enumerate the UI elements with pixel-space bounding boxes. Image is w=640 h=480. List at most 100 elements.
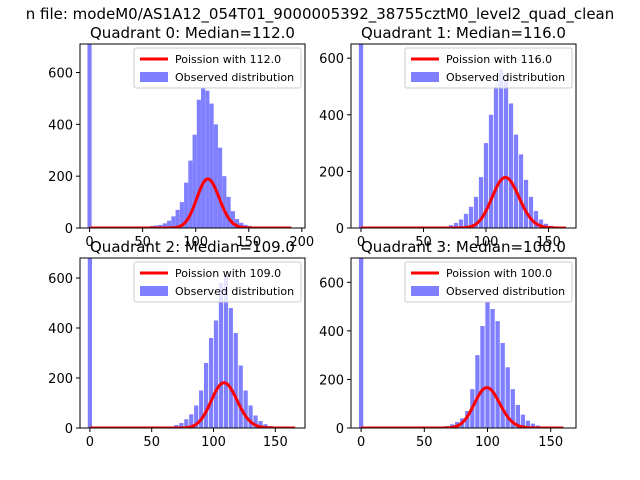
y-tick-label: 0 — [336, 222, 344, 237]
histogram-bar — [230, 211, 235, 228]
histogram-bar — [520, 414, 526, 428]
histogram-bar — [258, 421, 263, 428]
legend-hist-label: Observed distribution — [446, 285, 565, 298]
legend-hist-label: Observed distribution — [446, 71, 565, 84]
histogram-bar — [162, 223, 167, 228]
histogram-bar — [510, 389, 515, 428]
histogram-bar — [495, 321, 500, 428]
y-tick-label: 200 — [48, 170, 73, 185]
quadrant-2-axes-frame — [79, 257, 306, 429]
x-tick-label: 150 — [536, 235, 561, 250]
legend-hist-swatch — [411, 72, 439, 82]
histogram-bar — [171, 216, 176, 228]
histogram-bar — [188, 160, 193, 228]
y-tick-label: 200 — [319, 165, 344, 180]
quadrant-1-panel: 0 50 100 150 0 200 400 600 Quadrant 1: Median=11… — [319, 24, 577, 250]
histogram-bar — [228, 308, 233, 428]
x-tick-label: 50 — [143, 435, 160, 450]
histogram-bar — [533, 211, 539, 228]
histogram-bar — [493, 86, 499, 228]
histogram-bar — [453, 222, 459, 228]
histogram-bar — [528, 196, 534, 228]
y-tick-label: 600 — [319, 276, 344, 291]
legend-fit-label: Poission with 100.0 — [446, 267, 552, 280]
quadrant-0-axes-frame — [79, 43, 306, 229]
histogram-bar — [175, 209, 180, 228]
histogram-bar — [192, 134, 197, 228]
legend-fit-label: Poission with 112.0 — [175, 53, 281, 66]
x-tick-label: 150 — [236, 235, 261, 250]
figure-suptitle: n file: modeM0/AS1A12_054T01_9000005392_… — [26, 5, 615, 24]
histogram-bar — [518, 154, 524, 228]
histogram-bar — [194, 405, 199, 428]
y-tick-label: 400 — [48, 118, 73, 133]
histogram-bar — [248, 405, 253, 428]
histogram-bar — [515, 404, 521, 428]
histogram-bar — [205, 90, 210, 228]
histogram-bar — [209, 103, 214, 228]
histogram-bar — [203, 363, 209, 428]
histogram-bar — [498, 69, 504, 228]
histogram-bar — [238, 365, 243, 428]
histogram-bar — [525, 420, 531, 428]
quadrant-2-panel: 0 50 100 150 0 200 400 600 Quadrant 2: Median=10… — [48, 238, 306, 450]
y-tick-label: 400 — [319, 325, 344, 340]
y-tick-label: 400 — [319, 109, 344, 124]
x-tick-label: 100 — [201, 435, 226, 450]
histogram-bar — [505, 367, 510, 428]
histogram-bar — [483, 143, 489, 228]
histogram-bar — [358, 44, 364, 228]
histogram-bar — [201, 88, 206, 228]
legend-hist-swatch — [140, 72, 168, 82]
y-tick-label: 0 — [65, 422, 73, 437]
histogram-bar — [513, 134, 519, 228]
legend-hist-label: Observed distribution — [175, 71, 294, 84]
legend-box — [404, 47, 573, 89]
x-tick-label: 0 — [85, 235, 93, 250]
histogram-bar — [87, 44, 92, 228]
x-tick-label: 50 — [416, 435, 433, 450]
histogram-bar — [179, 423, 184, 428]
y-tick-label: 0 — [65, 222, 73, 237]
x-tick-label: 0 — [357, 235, 365, 250]
histogram-bar — [235, 218, 240, 228]
histogram-bar — [196, 99, 201, 228]
quadrant-2-title: Quadrant 2: Median=109.0 — [90, 238, 295, 256]
x-tick-label: 100 — [474, 235, 499, 250]
x-tick-label: 200 — [289, 235, 314, 250]
histogram-bar — [184, 419, 189, 428]
quadrant-1-legend: Poission with 116.0 Observed distribution — [404, 47, 573, 89]
histogram-bar — [158, 224, 163, 228]
subplot-grid: 0 50 100 150 200 0 200 400 600 Quadrant 0: Median… — [48, 24, 577, 450]
histogram-bar — [179, 202, 184, 228]
histogram-bar — [218, 147, 223, 228]
legend-hist-swatch — [140, 286, 168, 296]
histogram-bar — [218, 283, 224, 428]
histogram-bar — [226, 196, 231, 228]
histogram-bar — [485, 301, 490, 428]
quadrant-3-axes-frame — [350, 257, 577, 429]
y-tick-label: 600 — [319, 52, 344, 67]
x-tick-label: 100 — [475, 435, 500, 450]
x-tick-label: 100 — [183, 235, 208, 250]
legend-hist-swatch — [411, 286, 439, 296]
histogram-bar — [223, 275, 228, 428]
legend-fit-label: Poission with 116.0 — [446, 53, 552, 66]
legend-box — [133, 261, 302, 303]
quadrant-1-title: Quadrant 1: Median=116.0 — [361, 24, 566, 42]
histogram-bar — [167, 220, 172, 228]
poisson-fit-line — [89, 381, 296, 428]
histogram-bar — [500, 343, 505, 428]
histogram-bar — [468, 206, 474, 228]
histogram-bar — [213, 320, 219, 428]
y-tick-label: 200 — [319, 373, 344, 388]
histogram-bar — [184, 182, 189, 228]
x-tick-label: 50 — [415, 235, 432, 250]
histogram-bar — [458, 219, 464, 228]
histogram-bar — [490, 309, 495, 428]
x-tick-label: 150 — [263, 435, 288, 450]
x-tick-label: 0 — [86, 435, 94, 450]
histogram-bar — [87, 258, 92, 428]
histogram-bar — [508, 103, 514, 228]
